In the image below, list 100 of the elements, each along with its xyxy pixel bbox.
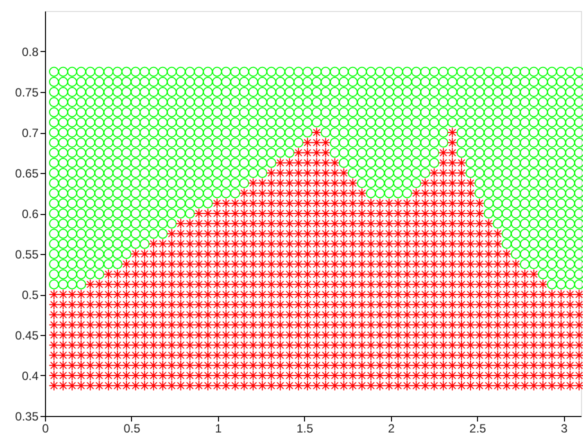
point <box>510 310 522 320</box>
point <box>447 117 458 128</box>
point <box>510 330 522 340</box>
point <box>48 330 60 340</box>
point <box>266 289 277 300</box>
point <box>546 168 557 178</box>
point <box>411 168 422 178</box>
point <box>366 218 376 229</box>
point <box>502 148 512 158</box>
point <box>166 128 177 138</box>
point <box>248 320 258 330</box>
point <box>220 310 232 320</box>
point <box>230 279 240 290</box>
point <box>411 107 422 118</box>
point <box>546 158 557 168</box>
point <box>565 128 576 138</box>
point <box>284 87 294 97</box>
point <box>384 117 394 128</box>
point <box>438 248 449 260</box>
point <box>374 248 386 260</box>
point <box>257 340 268 350</box>
point <box>348 228 358 239</box>
point <box>393 76 404 87</box>
point <box>212 350 222 360</box>
point <box>348 188 358 198</box>
point <box>428 198 440 209</box>
point <box>257 178 268 188</box>
point <box>510 218 521 229</box>
point <box>402 198 412 209</box>
point <box>348 320 358 330</box>
point <box>266 208 277 219</box>
point <box>483 370 494 381</box>
point <box>238 228 250 239</box>
point <box>158 258 168 270</box>
point <box>176 128 186 138</box>
point <box>520 310 530 320</box>
point <box>94 340 105 350</box>
point <box>411 97 422 108</box>
point <box>121 117 132 128</box>
point <box>330 107 340 118</box>
point <box>194 248 204 260</box>
point <box>374 350 386 360</box>
point <box>85 259 96 270</box>
point <box>410 279 422 290</box>
point <box>130 228 141 239</box>
point <box>293 269 304 280</box>
point <box>492 188 503 198</box>
point <box>330 238 340 250</box>
point <box>66 380 78 391</box>
point <box>166 289 177 300</box>
point <box>148 208 159 218</box>
point <box>302 238 313 250</box>
point <box>565 107 576 118</box>
point <box>293 279 304 290</box>
point <box>103 218 114 229</box>
point <box>266 238 277 250</box>
point <box>139 370 150 381</box>
point <box>574 228 583 239</box>
point <box>175 310 186 320</box>
point <box>510 128 521 138</box>
point <box>556 188 566 198</box>
point <box>429 76 440 87</box>
point <box>410 350 422 360</box>
point <box>103 259 114 270</box>
point <box>574 370 583 381</box>
point <box>112 218 122 229</box>
point <box>85 279 96 290</box>
point <box>528 97 539 108</box>
point <box>103 310 114 320</box>
point <box>330 128 340 138</box>
point <box>212 148 222 158</box>
point <box>546 128 557 138</box>
point <box>158 117 168 128</box>
point <box>312 66 322 77</box>
point <box>311 360 322 371</box>
point <box>510 258 522 270</box>
point <box>49 117 59 128</box>
point <box>58 218 68 229</box>
point <box>483 279 494 290</box>
point <box>293 258 304 270</box>
point <box>266 258 277 270</box>
point <box>230 269 240 280</box>
point <box>410 228 422 239</box>
point <box>474 198 485 209</box>
point <box>492 360 503 371</box>
point <box>483 238 494 250</box>
point <box>212 289 222 300</box>
point <box>184 198 195 208</box>
point <box>257 188 268 198</box>
point <box>456 380 467 391</box>
point <box>140 208 150 218</box>
point <box>320 97 331 108</box>
point <box>266 168 277 178</box>
point <box>284 228 295 239</box>
point <box>565 269 576 280</box>
point <box>58 310 68 320</box>
point <box>428 178 440 188</box>
point <box>66 320 78 330</box>
point <box>574 87 583 97</box>
point <box>492 380 503 391</box>
